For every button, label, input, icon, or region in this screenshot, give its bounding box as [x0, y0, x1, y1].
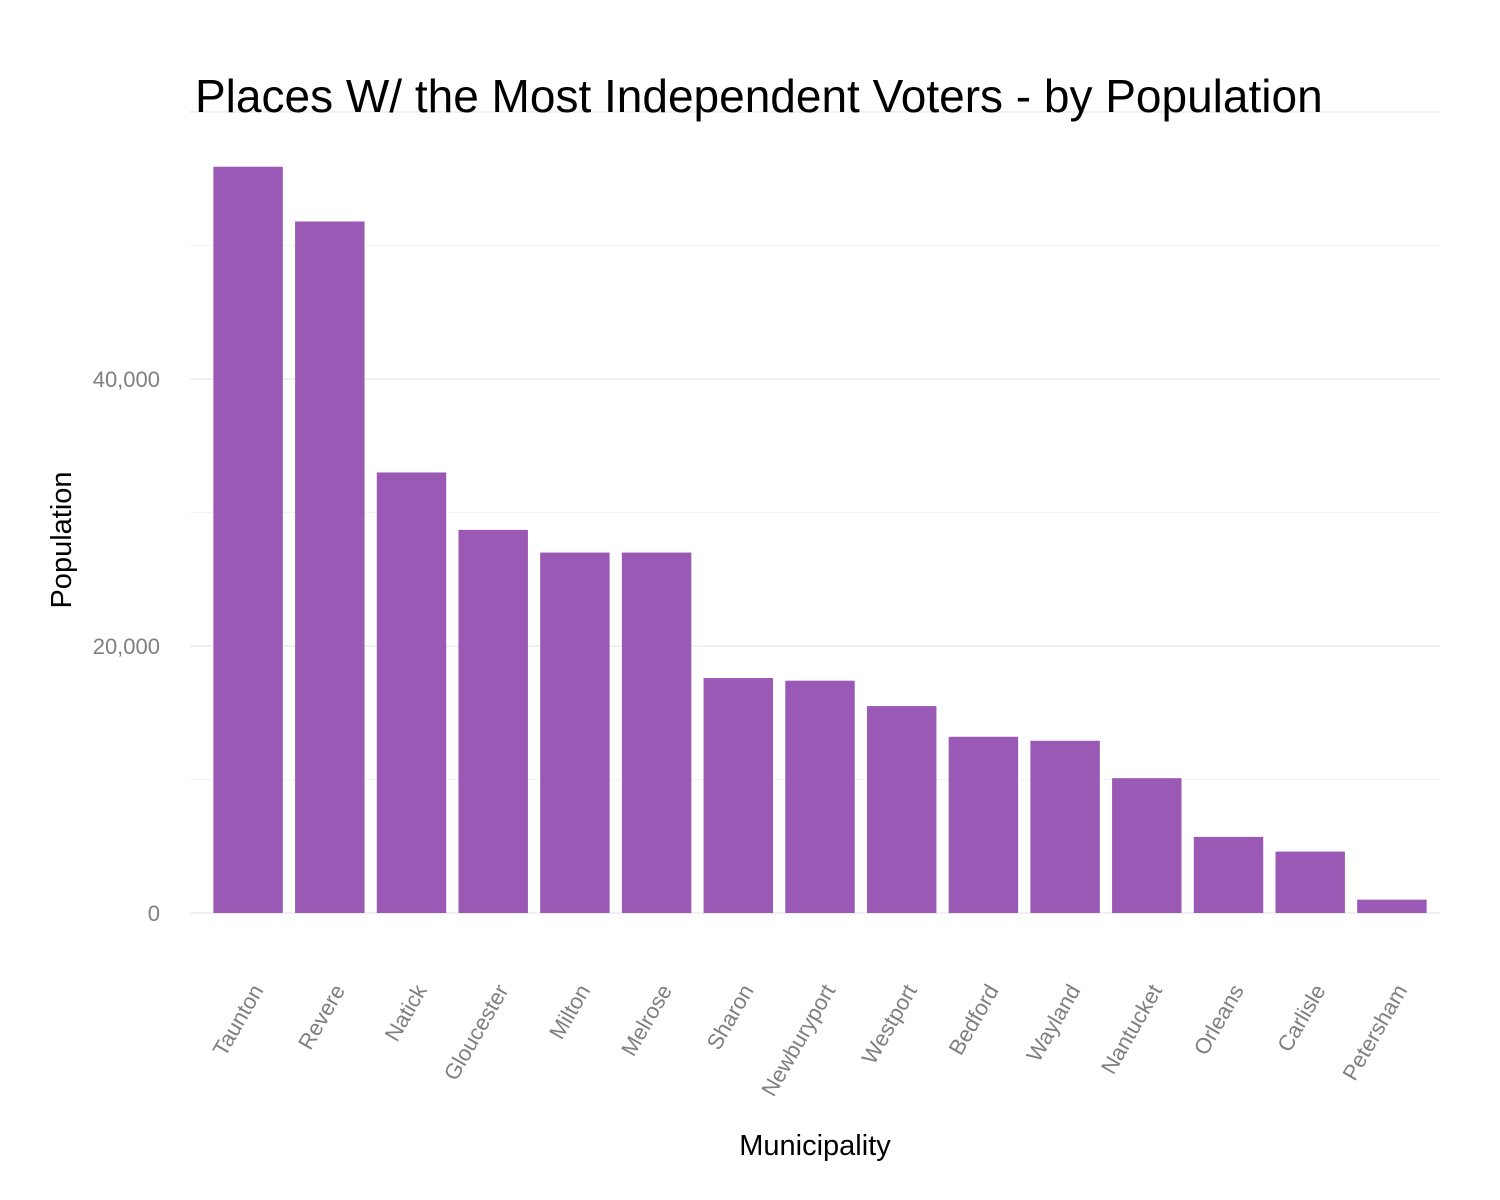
- bar: [458, 529, 528, 913]
- x-tick-label: Petersham: [1337, 980, 1412, 1085]
- x-tick-label: Revere: [293, 980, 350, 1054]
- x-tick-label: Wayland: [1021, 980, 1085, 1066]
- bar: [540, 552, 610, 913]
- y-tick-label: 0: [148, 901, 160, 926]
- x-tick-label: Carlisle: [1272, 980, 1330, 1056]
- x-tick-label: Newburyport: [756, 980, 840, 1101]
- chart-title: Places W/ the Most Independent Voters - …: [195, 70, 1323, 122]
- y-tick-label: 20,000: [93, 634, 160, 659]
- bar: [785, 680, 855, 913]
- bar: [621, 552, 692, 913]
- bar: [1030, 740, 1100, 913]
- y-tick-label: 40,000: [93, 367, 160, 392]
- bar: [703, 678, 774, 913]
- y-axis-ticks: 0 20,000 40,000: [93, 367, 160, 926]
- x-tick-label: Milton: [544, 980, 595, 1043]
- x-tick-label: Westport: [857, 980, 922, 1068]
- bar: [1193, 836, 1264, 913]
- x-tick-label: Gloucester: [439, 980, 514, 1085]
- bar: [376, 472, 447, 913]
- bar: [1357, 899, 1427, 913]
- x-axis-ticks: Taunton Revere Natick Gloucester Milton Melro…: [208, 979, 1413, 1100]
- bar: [213, 166, 283, 914]
- x-tick-label: Nantucket: [1096, 980, 1167, 1078]
- bar: [1275, 851, 1345, 913]
- x-tick-label: Sharon: [702, 980, 759, 1054]
- x-tick-label: Bedford: [944, 980, 1004, 1059]
- x-axis-title: Municipality: [739, 1130, 891, 1162]
- x-tick-label: Melrose: [616, 980, 677, 1060]
- x-tick-label: Taunton: [208, 980, 269, 1060]
- bars: [213, 166, 1427, 914]
- x-tick-label: Natick: [380, 979, 433, 1045]
- bar: [948, 736, 1019, 913]
- bar: [1112, 778, 1182, 913]
- bar: [866, 706, 937, 913]
- y-axis-title: Population: [46, 471, 78, 608]
- bar: [295, 221, 365, 914]
- x-tick-label: Orleans: [1189, 980, 1249, 1059]
